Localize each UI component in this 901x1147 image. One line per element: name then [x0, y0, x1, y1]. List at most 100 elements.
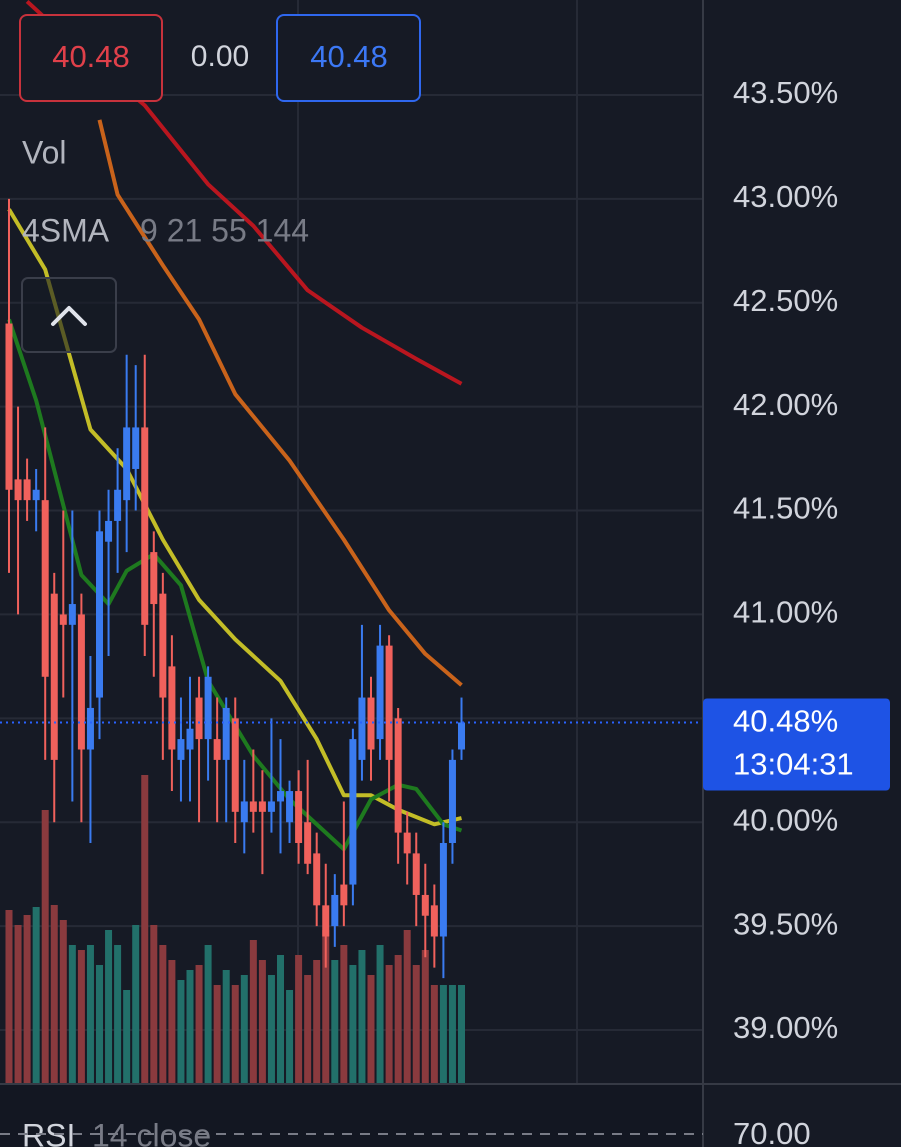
volume-bar — [412, 965, 420, 1083]
volume-bar — [68, 945, 76, 1083]
volume-bar — [123, 990, 131, 1083]
candle-body — [159, 593, 167, 698]
volume-bar — [204, 945, 212, 1083]
sma-label: 4SMA — [22, 212, 110, 248]
volume-bar — [331, 960, 339, 1083]
volume-bar — [458, 985, 465, 1083]
y-tick-label: 39.50% — [733, 906, 838, 941]
candle-body — [340, 884, 348, 906]
volume-bar — [132, 925, 140, 1083]
volume-bar — [23, 915, 31, 1083]
volume-bar — [286, 990, 294, 1083]
candle-body — [105, 520, 113, 542]
volume-bar — [41, 810, 49, 1083]
volume-bar — [141, 775, 149, 1083]
volume-bar — [430, 985, 438, 1083]
candle-body — [86, 707, 94, 750]
volume-bar — [258, 960, 266, 1083]
volume-bar — [439, 985, 447, 1083]
volume-bar — [105, 930, 113, 1083]
y-tick-label: 42.00% — [733, 387, 838, 422]
candle-body — [385, 645, 393, 760]
volume-bar — [177, 980, 185, 1083]
volume-bar — [240, 975, 248, 1083]
volume-bar — [59, 920, 67, 1083]
volume-bar — [322, 930, 330, 1083]
candle-body — [267, 801, 275, 812]
candle-body — [376, 645, 384, 740]
collapse-button[interactable] — [21, 277, 117, 353]
volume-bar — [186, 970, 194, 1083]
close-value: 40.48 — [310, 39, 388, 74]
candle-body — [195, 697, 203, 740]
candle-body — [349, 739, 357, 885]
candle-body — [394, 718, 402, 833]
candle-body — [59, 614, 67, 625]
candle-body — [50, 593, 58, 760]
candle-body — [68, 604, 76, 625]
volume-bar — [114, 945, 122, 1083]
volume-bar — [313, 960, 321, 1083]
candle-body — [304, 822, 312, 864]
candle-body — [403, 832, 411, 854]
candle-body — [358, 697, 366, 760]
open-value: 40.48 — [52, 39, 130, 74]
candle-body — [277, 791, 284, 802]
candle-body — [249, 801, 257, 812]
candle-body — [222, 707, 230, 760]
candle-body — [286, 791, 294, 823]
volume-bar — [421, 950, 429, 1083]
volume-bar — [14, 925, 22, 1083]
candle-body — [96, 531, 103, 698]
y-tick-label: 44.00% — [733, 0, 838, 6]
volume-bar — [50, 905, 58, 1083]
volume-bar — [349, 965, 357, 1083]
candle-body — [123, 427, 131, 501]
candle-body — [313, 853, 321, 906]
candle-body — [186, 728, 194, 750]
candle-body — [204, 676, 212, 740]
chevron-icon — [51, 306, 87, 326]
sma-line — [97, 119, 463, 687]
rsi-params: 14 close — [92, 1117, 211, 1147]
volume-bar — [168, 960, 176, 1083]
candle-body — [5, 323, 13, 490]
candle-body — [177, 739, 185, 760]
volume-bar — [340, 945, 348, 1083]
candle-body — [150, 552, 158, 605]
candle-body — [231, 718, 239, 812]
candle-body — [439, 843, 447, 937]
y-tick-label: 40.00% — [733, 802, 838, 837]
candle-body — [77, 614, 85, 750]
y-tick-label: 41.50% — [733, 491, 838, 526]
candle-body — [41, 500, 49, 677]
y-tick-label: 42.50% — [733, 283, 838, 318]
close-box — [276, 14, 421, 102]
last-price-box — [703, 698, 890, 791]
volume-bar — [195, 965, 203, 1083]
y-tick-label: 43.50% — [733, 75, 838, 110]
volume-bar — [385, 965, 393, 1083]
candle-body — [14, 479, 22, 501]
y-tick-label: 39.00% — [733, 1010, 838, 1045]
y-tick-label: 41.00% — [733, 595, 838, 630]
volume-bar — [222, 970, 230, 1083]
volume-bar — [86, 945, 94, 1083]
volume-bar — [32, 907, 40, 1083]
volume-bar — [304, 975, 312, 1083]
candle-body — [23, 479, 31, 501]
volume-bar — [96, 965, 103, 1083]
volume-bar — [267, 975, 275, 1083]
open-box — [19, 14, 163, 102]
candle-body — [141, 427, 149, 625]
volume-bar — [367, 975, 375, 1083]
candle-body — [32, 489, 40, 501]
candle-body — [448, 759, 456, 844]
candle-body — [295, 791, 303, 844]
rsi-pane — [0, 1084, 703, 1147]
candle-body — [213, 739, 221, 760]
y-tick-label: 43.00% — [733, 179, 838, 214]
last-price-label: 40.48% — [733, 704, 838, 739]
volume-bar — [150, 925, 158, 1083]
